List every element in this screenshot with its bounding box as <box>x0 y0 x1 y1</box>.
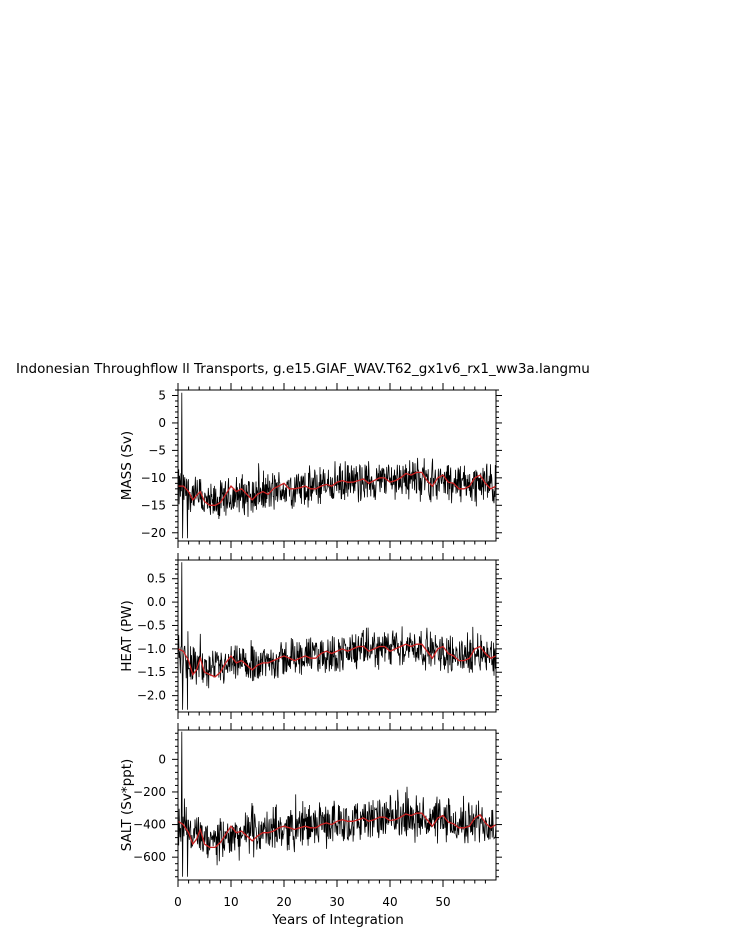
y-tick-label: 0.5 <box>147 572 166 586</box>
x-tick-label: 50 <box>435 895 450 909</box>
y-axis-title: MASS (Sv) <box>119 431 135 500</box>
panel-mass: 5 0 −5 −10 −15 −20 MASS (Sv) <box>119 383 502 548</box>
x-tick-label: 0 <box>174 895 182 909</box>
x-tick-label: 10 <box>223 895 238 909</box>
smoothed-series-line <box>178 812 496 849</box>
smoothed-series-line <box>178 471 496 506</box>
monthly-series-line <box>178 562 496 710</box>
y-tick-label: 5 <box>158 388 166 402</box>
smoothed-series-line <box>178 643 496 678</box>
y-tick-label: 0 <box>158 752 166 766</box>
plot-frame <box>177 559 497 713</box>
x-axis-title: Years of Integration <box>271 912 404 928</box>
y-tick-label: −200 <box>133 785 166 799</box>
y-tick-label: −15 <box>141 498 166 512</box>
y-tick-label: −1.0 <box>137 642 166 656</box>
y-tick-label: −1.5 <box>137 665 166 679</box>
panel-heat: 0.5 0.0 −0.5 −1.0 −1.5 −2.0 HEAT (PW) <box>119 553 502 719</box>
y-tick-label: −400 <box>133 818 166 832</box>
y-tick-label: 0 <box>158 416 166 430</box>
y-tick-label: −10 <box>141 471 166 485</box>
x-tick-label: 30 <box>329 895 344 909</box>
y-tick-label: −2.0 <box>137 689 166 703</box>
x-tick-label: 40 <box>382 895 397 909</box>
y-tick-label: −20 <box>141 526 166 540</box>
y-tick-label: −0.5 <box>137 618 166 632</box>
y-tick-label: 0.0 <box>147 595 166 609</box>
y-axis-title: SALT (Sv*ppt) <box>119 759 135 852</box>
y-axis-title: HEAT (PW) <box>119 600 135 671</box>
x-tick-label: 20 <box>276 895 291 909</box>
y-tick-label: −5 <box>148 443 166 457</box>
panel-salt: 0 −200 −400 −600 0 10 20 30 40 50 SALT (Sv*ppt) <box>119 723 502 909</box>
figure-title: Indonesian Throughflow ll Transports, g.… <box>16 361 590 377</box>
monthly-series-line <box>178 392 496 539</box>
monthly-series-line <box>178 731 496 877</box>
y-tick-label: −600 <box>133 850 166 864</box>
